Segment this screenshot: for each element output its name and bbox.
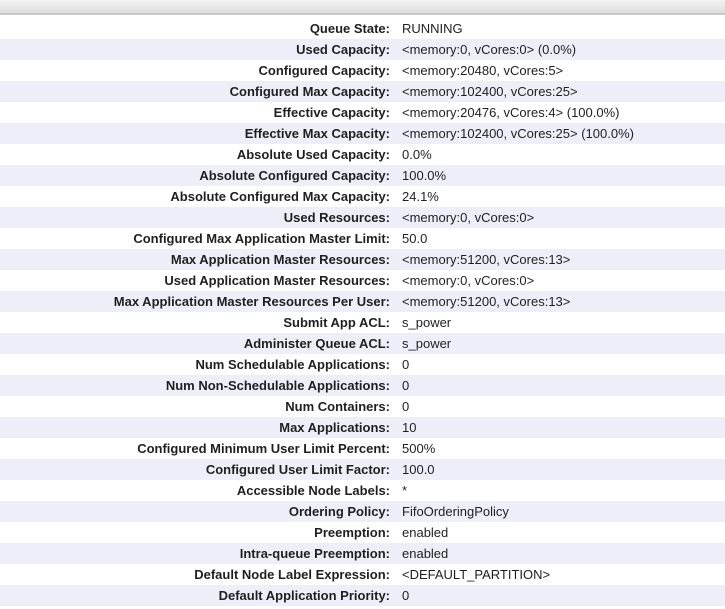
row-label: Used Capacity:: [296, 42, 390, 57]
table-row: Used Capacity: <memory:0, vCores:0> (0.0…: [0, 39, 725, 60]
table-row: Queue State: RUNNING: [0, 18, 725, 39]
row-label: Max Applications:: [279, 420, 390, 435]
row-value: <memory:20480, vCores:5>: [402, 63, 564, 78]
table-row: Used Application Master Resources: <memo…: [0, 270, 725, 291]
row-label: Used Application Master Resources:: [164, 273, 390, 288]
table-row: Absolute Used Capacity: 0.0%: [0, 144, 725, 165]
queue-info-tbody: Queue State: RUNNING Used Capacity: <mem…: [0, 18, 725, 606]
row-value: 0: [402, 588, 410, 603]
table-row: Configured Max Application Master Limit:…: [0, 228, 725, 249]
table-row: Num Schedulable Applications: 0: [0, 354, 725, 375]
table-row: Configured User Limit Factor: 100.0: [0, 459, 725, 480]
row-value: *: [402, 483, 408, 498]
row-value: 500%: [402, 441, 436, 456]
row-value: 100.0%: [402, 168, 447, 183]
row-value: <memory:20476, vCores:4> (100.0%): [402, 105, 620, 120]
row-label: Num Containers:: [285, 399, 390, 414]
table-row: Submit App ACL: s_power: [0, 312, 725, 333]
table-row: Configured Max Capacity: <memory:102400,…: [0, 81, 725, 102]
row-label: Intra-queue Preemption:: [239, 546, 390, 561]
row-value: RUNNING: [402, 21, 463, 36]
row-label: Max Application Master Resources Per Use…: [113, 294, 390, 309]
table-row: Absolute Configured Max Capacity: 24.1%: [0, 186, 725, 207]
row-label: Absolute Used Capacity:: [236, 147, 390, 162]
row-value: <memory:102400, vCores:25>: [402, 84, 578, 99]
table-row: Num Non-Schedulable Applications: 0: [0, 375, 725, 396]
row-label: Max Application Master Resources:: [170, 252, 390, 267]
row-value: <memory:51200, vCores:13>: [402, 252, 571, 267]
row-value: <DEFAULT_PARTITION>: [402, 567, 551, 582]
table-row: Max Applications: 10: [0, 417, 725, 438]
row-value: 50.0: [402, 231, 428, 246]
row-value: s_power: [402, 336, 452, 351]
table-row: Effective Max Capacity: <memory:102400, …: [0, 123, 725, 144]
table-row: Configured Capacity: <memory:20480, vCor…: [0, 60, 725, 81]
row-label: Ordering Policy:: [288, 504, 390, 519]
row-value: 0: [402, 357, 410, 372]
row-label: Administer Queue ACL:: [243, 336, 390, 351]
table-row: Accessible Node Labels: *: [0, 480, 725, 501]
row-label: Queue State:: [309, 21, 390, 36]
row-value: 24.1%: [402, 189, 439, 204]
row-label: Absolute Configured Max Capacity:: [170, 189, 390, 204]
table-row: Max Application Master Resources: <memor…: [0, 249, 725, 270]
table-row: Intra-queue Preemption: enabled: [0, 543, 725, 564]
row-label: Configured Max Application Master Limit:: [133, 231, 390, 246]
row-label: Num Non-Schedulable Applications:: [165, 378, 390, 393]
row-value: FifoOrderingPolicy: [402, 504, 509, 519]
row-label: Accessible Node Labels:: [236, 483, 390, 498]
table-row: Default Node Label Expression: <DEFAULT_…: [0, 564, 725, 585]
row-label: Preemption:: [314, 525, 390, 540]
table-header-bar: [0, 0, 725, 15]
table-row: Effective Capacity: <memory:20476, vCore…: [0, 102, 725, 123]
row-value: <memory:0, vCores:0>: [402, 210, 535, 225]
row-label: Absolute Configured Capacity:: [199, 168, 390, 183]
row-label: Effective Max Capacity:: [244, 126, 390, 141]
row-label: Configured Minimum User Limit Percent:: [137, 441, 390, 456]
table-row: Max Application Master Resources Per Use…: [0, 291, 725, 312]
row-value: 0: [402, 378, 410, 393]
row-value: <memory:102400, vCores:25> (100.0%): [402, 126, 634, 141]
row-value: enabled: [402, 525, 449, 540]
row-value: 100.0: [402, 462, 435, 477]
row-label: Used Resources:: [283, 210, 390, 225]
row-label: Num Schedulable Applications:: [195, 357, 390, 372]
table-row: Absolute Configured Capacity: 100.0%: [0, 165, 725, 186]
queue-info-table: Queue State: RUNNING Used Capacity: <mem…: [0, 18, 725, 606]
row-label: Configured User Limit Factor:: [205, 462, 390, 477]
row-value: 0.0%: [402, 147, 432, 162]
table-row: Default Application Priority: 0: [0, 585, 725, 606]
row-label: Configured Max Capacity:: [229, 84, 390, 99]
table-row: Used Resources: <memory:0, vCores:0>: [0, 207, 725, 228]
row-value: 10: [402, 420, 417, 435]
row-label: Submit App ACL:: [283, 315, 390, 330]
table-row: Configured Minimum User Limit Percent: 5…: [0, 438, 725, 459]
row-label: Effective Capacity:: [273, 105, 390, 120]
row-label: Configured Capacity:: [258, 63, 390, 78]
table-row: Num Containers: 0: [0, 396, 725, 417]
row-value: <memory:0, vCores:0> (0.0%): [402, 42, 577, 57]
row-value: <memory:0, vCores:0>: [402, 273, 535, 288]
table-row: Preemption: enabled: [0, 522, 725, 543]
table-row: Administer Queue ACL: s_power: [0, 333, 725, 354]
row-label: Default Node Label Expression:: [194, 567, 390, 582]
table-row: Ordering Policy: FifoOrderingPolicy: [0, 501, 725, 522]
row-value: <memory:51200, vCores:13>: [402, 294, 571, 309]
row-value: s_power: [402, 315, 452, 330]
row-label: Default Application Priority:: [218, 588, 390, 603]
row-value: 0: [402, 399, 410, 414]
row-value: enabled: [402, 546, 449, 561]
